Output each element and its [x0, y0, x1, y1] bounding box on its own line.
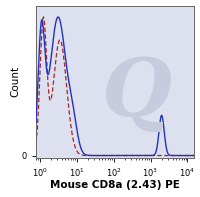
Y-axis label: Count: Count — [10, 66, 20, 97]
Text: Q: Q — [102, 55, 172, 133]
X-axis label: Mouse CD8a (2.43) PE: Mouse CD8a (2.43) PE — [50, 180, 180, 190]
